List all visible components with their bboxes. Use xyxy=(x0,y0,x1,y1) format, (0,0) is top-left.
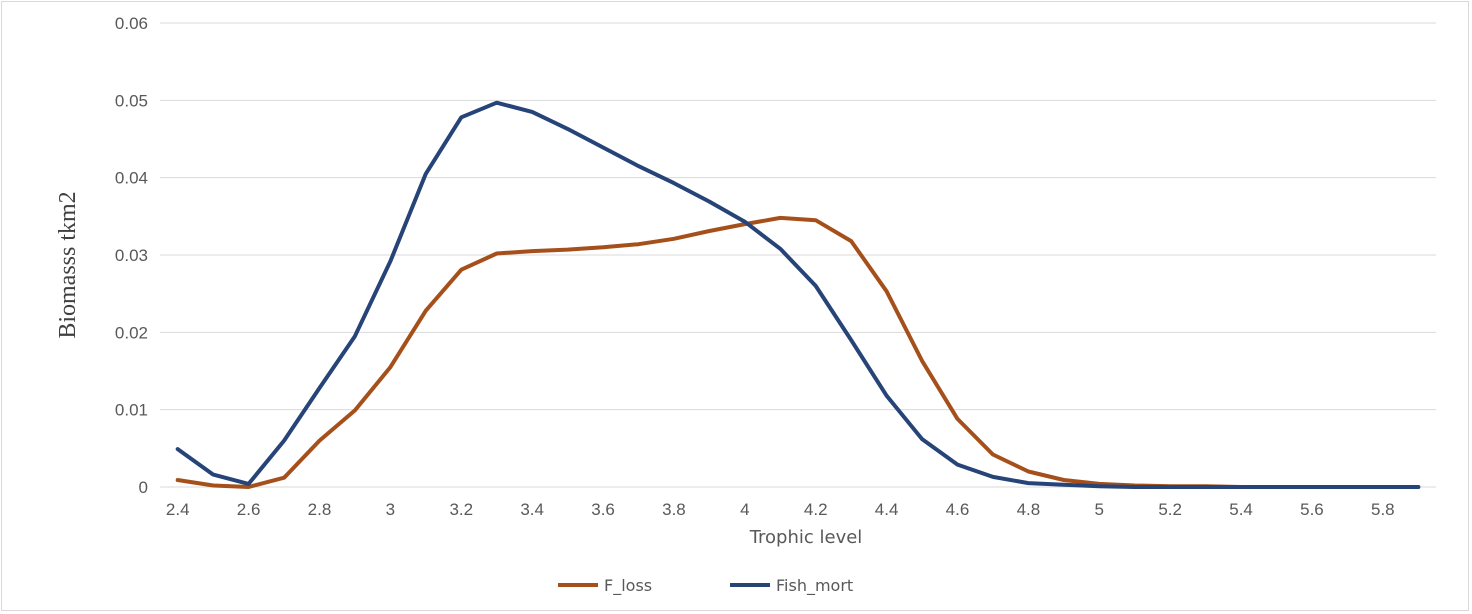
series-lines xyxy=(175,100,1421,489)
y-tick-label: 0.05 xyxy=(115,91,148,110)
x-axis-title: Trophic level xyxy=(749,527,863,548)
series-line-fish-mort xyxy=(175,100,1421,489)
x-tick-label: 2.8 xyxy=(308,500,332,519)
y-tick-label: 0.02 xyxy=(115,323,148,342)
x-tick-label: 4.4 xyxy=(875,500,899,519)
x-tick-label: 5.6 xyxy=(1300,500,1324,519)
x-tick-label: 5 xyxy=(1095,500,1104,519)
x-tick-label: 3.2 xyxy=(449,500,473,519)
y-axis-title: Biomasss tkm2 xyxy=(55,191,81,338)
x-tick-label: 4 xyxy=(740,500,749,519)
x-tick-label: 2.6 xyxy=(237,500,261,519)
y-tick-label: 0.04 xyxy=(115,169,148,188)
x-tick-label: 3 xyxy=(386,500,395,519)
x-tick-label: 4.2 xyxy=(804,500,828,519)
x-tick-label: 5.2 xyxy=(1158,500,1182,519)
x-tick-label: 5.8 xyxy=(1371,500,1395,519)
legend: F_loss Fish_mort xyxy=(558,576,853,596)
y-axis-ticks: 0 0.01 0.02 0.03 0.04 0.05 0.06 xyxy=(115,14,148,497)
x-axis-ticks: 2.4 2.6 2.8 3 3.2 3.4 3.6 3.8 4 4.2 4.4 4.6 4.8 5 5.2 5… xyxy=(166,500,1395,519)
x-tick-label: 3.6 xyxy=(591,500,615,519)
x-tick-label: 4.6 xyxy=(946,500,970,519)
x-tick-label: 3.4 xyxy=(520,500,544,519)
x-tick-label: 3.8 xyxy=(662,500,686,519)
y-tick-label: 0.03 xyxy=(115,246,148,265)
series-line-f-loss xyxy=(175,215,1421,489)
x-tick-label: 4.8 xyxy=(1017,500,1041,519)
x-tick-label: 5.4 xyxy=(1229,500,1253,519)
y-tick-label: 0.01 xyxy=(115,401,148,420)
gridlines xyxy=(160,22,1436,488)
x-tick-label: 2.4 xyxy=(166,500,190,519)
legend-label: Fish_mort xyxy=(776,576,853,596)
y-tick-label: 0 xyxy=(139,478,148,497)
y-tick-label: 0.06 xyxy=(115,14,148,33)
legend-label: F_loss xyxy=(604,576,652,596)
